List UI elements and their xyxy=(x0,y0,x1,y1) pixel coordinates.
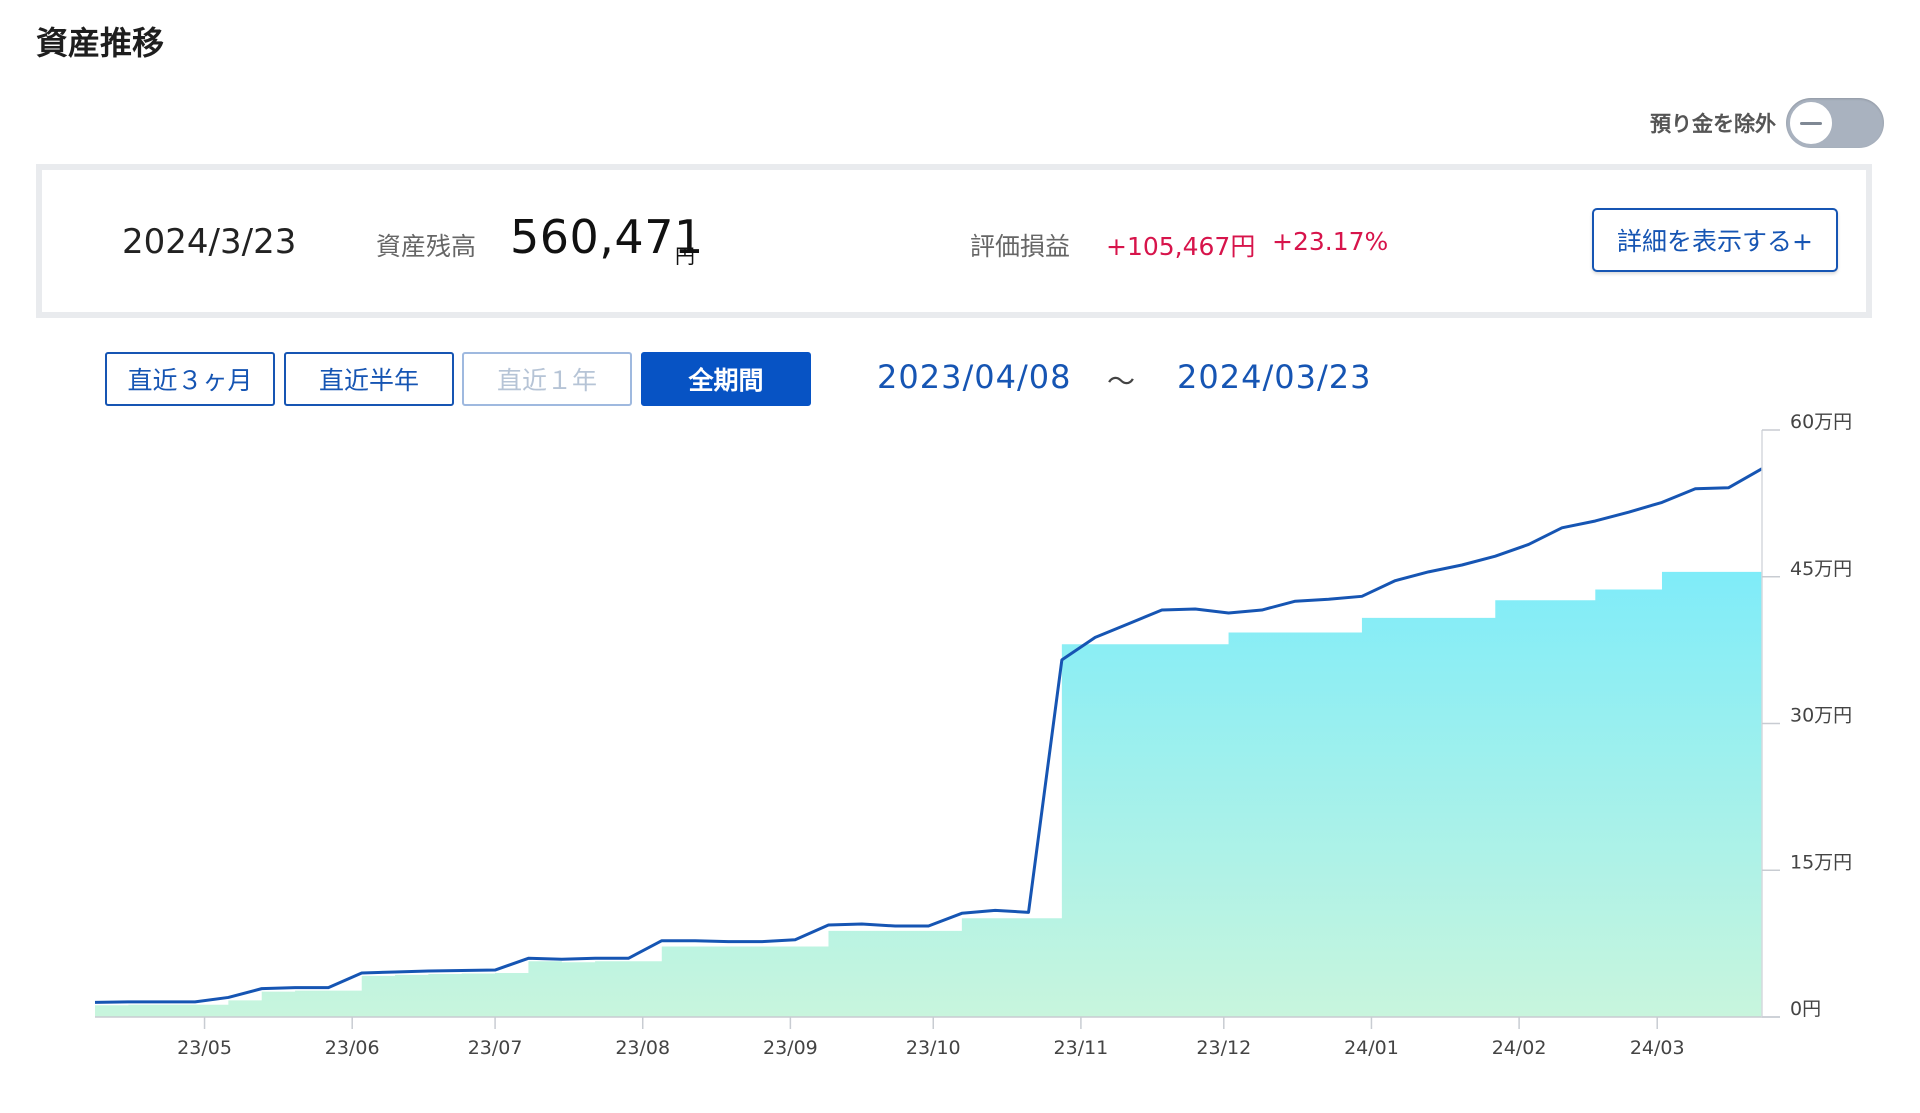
principal-area xyxy=(95,571,1762,1017)
y-tick-label: 60万円 xyxy=(1790,411,1852,433)
x-tick-label: 23/07 xyxy=(468,1037,523,1059)
x-tick-label: 23/12 xyxy=(1196,1037,1251,1059)
x-tick-label: 24/02 xyxy=(1492,1037,1547,1059)
profit-loss-label: 評価損益 xyxy=(970,232,1071,261)
x-tick-label: 24/03 xyxy=(1630,1037,1685,1059)
y-tick-label: 15万円 xyxy=(1790,851,1852,873)
range-start-date[interactable]: 2023/04/08 xyxy=(877,358,1072,396)
x-tick-label: 23/10 xyxy=(906,1037,961,1059)
profit-loss-rate: +23.17% xyxy=(1272,227,1389,256)
balance-label: 資産残高 xyxy=(376,232,477,261)
total-asset-line xyxy=(94,467,1763,1004)
exclude-deposit-label: 預り金を除外 xyxy=(1650,112,1776,136)
x-tick-label: 23/11 xyxy=(1054,1037,1109,1059)
period-6-months-button[interactable]: 直近半年 xyxy=(284,352,454,406)
x-tick-label: 24/01 xyxy=(1344,1037,1399,1059)
balance-value: 560,471 xyxy=(510,210,704,264)
x-tick-label: 23/09 xyxy=(763,1037,818,1059)
x-tick-label: 23/08 xyxy=(615,1037,670,1059)
profit-loss-amount: +105,467円 xyxy=(1106,232,1256,261)
x-tick-label: 23/06 xyxy=(325,1037,380,1059)
range-separator: 〜 xyxy=(1107,365,1137,398)
period-all-button[interactable]: 全期間 xyxy=(641,352,811,406)
summary-panel: 2024/3/23 資産残高 560,471 円 評価損益 +105,467円 … xyxy=(36,164,1872,318)
y-tick-label: 45万円 xyxy=(1790,558,1852,580)
exclude-deposit-toggle-group: 預り金を除外 xyxy=(1650,98,1884,148)
minus-icon xyxy=(1800,121,1822,125)
y-tick-label: 30万円 xyxy=(1790,705,1852,727)
x-tick-label: 23/05 xyxy=(177,1037,232,1059)
range-end-date[interactable]: 2024/03/23 xyxy=(1177,358,1372,396)
period-3-months-button[interactable]: 直近３ヶ月 xyxy=(105,352,275,406)
y-tick-label: 0円 xyxy=(1790,998,1821,1020)
page-title: 資産推移 xyxy=(36,24,165,62)
toggle-knob xyxy=(1788,100,1834,146)
exclude-deposit-toggle[interactable] xyxy=(1786,98,1884,148)
summary-date: 2024/3/23 xyxy=(122,222,297,262)
show-details-button[interactable]: 詳細を表示する+ xyxy=(1592,208,1838,272)
balance-unit: 円 xyxy=(675,244,695,268)
period-1-year-button: 直近１年 xyxy=(462,352,632,406)
